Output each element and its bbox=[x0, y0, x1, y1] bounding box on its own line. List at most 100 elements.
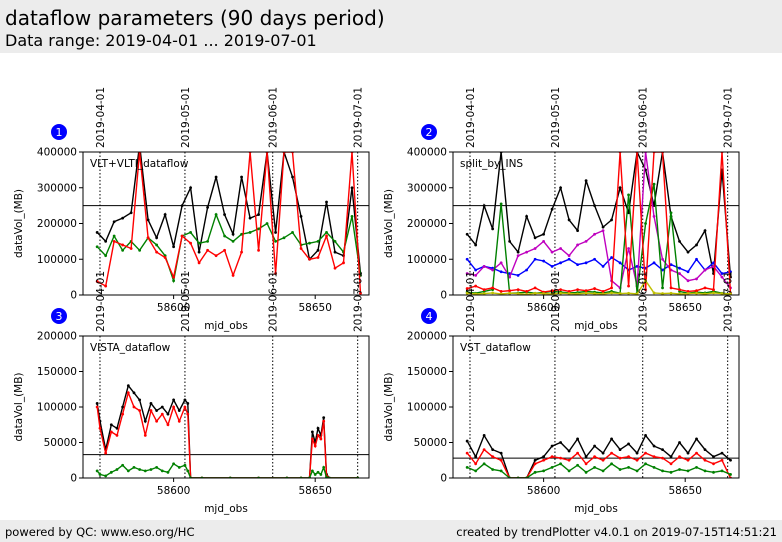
data-point bbox=[333, 239, 337, 243]
data-point bbox=[661, 469, 664, 473]
data-point bbox=[695, 277, 698, 281]
data-point bbox=[712, 455, 715, 459]
data-point bbox=[567, 449, 571, 453]
data-point bbox=[516, 292, 520, 295]
panel-label: VLT+VLTI_dataflow bbox=[90, 158, 189, 170]
data-point bbox=[669, 211, 673, 215]
data-point bbox=[166, 423, 170, 427]
data-point bbox=[172, 275, 176, 279]
date-marker-label: 2019-07-01 bbox=[723, 87, 735, 148]
data-point bbox=[132, 391, 136, 395]
y-tick-label: 200000 bbox=[407, 218, 447, 230]
data-point bbox=[652, 182, 656, 186]
plot-frame bbox=[82, 151, 370, 296]
data-point bbox=[310, 430, 314, 434]
y-tick-label: 200000 bbox=[37, 331, 77, 343]
data-point bbox=[661, 268, 664, 272]
y-tick-label: 400000 bbox=[407, 147, 447, 159]
data-point bbox=[593, 287, 596, 290]
data-point bbox=[214, 254, 218, 258]
data-point bbox=[350, 214, 354, 218]
data-point bbox=[265, 222, 269, 225]
data-point bbox=[550, 444, 554, 448]
y-tick-label: 50000 bbox=[414, 437, 447, 449]
data-point bbox=[567, 290, 571, 293]
data-point bbox=[499, 261, 503, 265]
data-point bbox=[550, 289, 554, 293]
data-point bbox=[183, 463, 187, 467]
data-point bbox=[593, 455, 596, 459]
data-point bbox=[257, 248, 260, 252]
data-point bbox=[661, 448, 664, 451]
data-point bbox=[669, 455, 673, 459]
y-axis-label: dataVol_(MB) bbox=[13, 372, 25, 441]
data-point bbox=[635, 458, 639, 462]
data-point bbox=[627, 455, 630, 459]
data-point bbox=[491, 286, 495, 290]
chart-panel-1: 2019-04-01 2019-05-01 2019-06-01 2019-07-01… bbox=[13, 87, 370, 332]
data-point bbox=[121, 248, 125, 252]
y-tick-label: 150000 bbox=[407, 366, 447, 378]
data-point bbox=[644, 288, 647, 292]
data-point bbox=[474, 469, 478, 473]
data-point bbox=[129, 247, 133, 250]
y-tick-label: 50000 bbox=[44, 437, 77, 449]
data-point bbox=[567, 254, 571, 258]
y-tick-label: 0 bbox=[440, 473, 447, 485]
data-point bbox=[610, 291, 613, 295]
data-point bbox=[720, 451, 724, 455]
data-point bbox=[559, 462, 563, 466]
data-point bbox=[627, 291, 630, 295]
x-tick-label: 58650 bbox=[668, 302, 701, 314]
data-point bbox=[325, 231, 328, 234]
data-point bbox=[186, 469, 190, 473]
data-point bbox=[695, 289, 698, 293]
data-point bbox=[635, 292, 639, 295]
y-tick-label: 300000 bbox=[37, 182, 77, 194]
data-point bbox=[559, 441, 563, 444]
data-point bbox=[240, 250, 243, 254]
data-point bbox=[686, 270, 690, 274]
data-point bbox=[240, 232, 243, 236]
data-point bbox=[112, 239, 116, 243]
data-point bbox=[177, 409, 181, 412]
date-marker-label: 2019-06-01 bbox=[268, 271, 280, 332]
data-point bbox=[299, 214, 303, 218]
data-point bbox=[319, 437, 323, 441]
data-point bbox=[542, 239, 546, 243]
chart-panel-3: 2019-04-01 2019-05-01 2019-06-01 2019-07-01… bbox=[13, 271, 370, 515]
data-point bbox=[618, 456, 622, 460]
y-tick-label: 150000 bbox=[37, 366, 77, 378]
data-point bbox=[703, 292, 707, 295]
y-tick-label: 100000 bbox=[37, 254, 77, 266]
data-point bbox=[550, 292, 554, 295]
x-tick-label: 58600 bbox=[527, 302, 560, 314]
data-point bbox=[333, 250, 337, 254]
data-point bbox=[584, 261, 588, 265]
data-point bbox=[712, 470, 715, 474]
data-point bbox=[601, 229, 605, 233]
data-point bbox=[138, 409, 142, 412]
data-point bbox=[720, 292, 724, 295]
data-point bbox=[197, 250, 201, 254]
data-point bbox=[695, 437, 698, 441]
data-point bbox=[686, 292, 690, 295]
data-point bbox=[601, 225, 605, 229]
data-point bbox=[559, 456, 563, 460]
y-tick-label: 100000 bbox=[37, 402, 77, 414]
data-point bbox=[223, 234, 226, 238]
data-point bbox=[669, 291, 673, 295]
data-point bbox=[644, 462, 647, 466]
data-point bbox=[499, 270, 503, 274]
data-point bbox=[584, 455, 588, 459]
data-point bbox=[627, 442, 630, 446]
date-marker-label: 2019-07-01 bbox=[353, 271, 365, 332]
data-point bbox=[499, 469, 503, 473]
data-point bbox=[559, 288, 563, 292]
data-point bbox=[155, 419, 159, 423]
data-point bbox=[274, 239, 277, 243]
data-point bbox=[695, 291, 698, 295]
data-point bbox=[291, 231, 294, 234]
data-point bbox=[576, 229, 579, 233]
